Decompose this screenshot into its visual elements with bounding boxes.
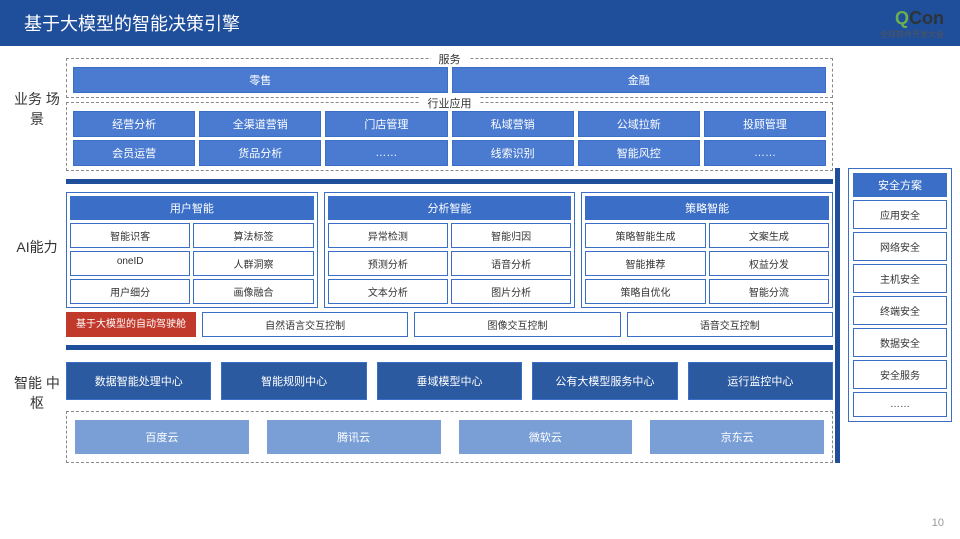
ai-item: 智能推荐 — [585, 251, 705, 276]
industry-item: 线索识别 — [452, 140, 574, 166]
ai-item: 预测分析 — [328, 251, 448, 276]
control-item: 自然语言交互控制 — [202, 312, 408, 337]
security-item: 终端安全 — [853, 296, 947, 325]
group-user-intel: 用户智能 智能识客 算法标签 oneID 人群洞察 用户细分 画像融合 — [66, 192, 318, 308]
group-strategy-intel: 策略智能 策略智能生成 文案生成 智能推荐 权益分发 策略自优化 智能分流 — [581, 192, 833, 308]
industry-section: 行业应用 经营分析 全渠道营销 门店管理 私域营销 公域拉新 投顾管理 会员运营… — [66, 102, 833, 171]
control-item: 图像交互控制 — [414, 312, 620, 337]
services-section: 服务 零售 金融 — [66, 58, 833, 98]
divider-vertical — [835, 168, 840, 463]
center-item: 智能规则中心 — [221, 362, 366, 400]
logo: QCon 全球软件开发大会 — [880, 8, 944, 40]
industry-item: 会员运营 — [73, 140, 195, 166]
cloud-item: 微软云 — [459, 420, 633, 454]
centers-row: 数据智能处理中心 智能规则中心 垂域模型中心 公有大模型服务中心 运行监控中心 — [66, 358, 833, 404]
ai-item: 画像融合 — [193, 279, 313, 304]
ai-item: 人群洞察 — [193, 251, 313, 276]
industry-item: 门店管理 — [325, 111, 447, 137]
industry-item: …… — [704, 140, 826, 166]
industry-item: 私域营销 — [452, 111, 574, 137]
ai-item: 权益分发 — [709, 251, 829, 276]
divider — [66, 345, 833, 350]
industry-item: 全渠道营销 — [199, 111, 321, 137]
control-item: 语音交互控制 — [627, 312, 833, 337]
cloud-item: 京东云 — [650, 420, 824, 454]
ai-item: 语音分析 — [451, 251, 571, 276]
security-item: …… — [853, 392, 947, 417]
ai-item: 算法标签 — [193, 223, 313, 248]
industry-item: …… — [325, 140, 447, 166]
page-title: 基于大模型的智能决策引擎 — [0, 0, 960, 46]
control-row: 基于大模型的自动驾驶舱 自然语言交互控制 图像交互控制 语音交互控制 — [66, 312, 833, 337]
ai-item: oneID — [70, 251, 190, 276]
security-item: 数据安全 — [853, 328, 947, 357]
ai-item: 文案生成 — [709, 223, 829, 248]
ai-item: 图片分析 — [451, 279, 571, 304]
group-analysis-intel: 分析智能 异常检测 智能归因 预测分析 语音分析 文本分析 图片分析 — [324, 192, 576, 308]
cloud-item: 腾讯云 — [267, 420, 441, 454]
ai-item: 智能分流 — [709, 279, 829, 304]
ai-item: 用户细分 — [70, 279, 190, 304]
cloud-item: 百度云 — [75, 420, 249, 454]
industry-item: 货品分析 — [199, 140, 321, 166]
ai-item: 智能识客 — [70, 223, 190, 248]
page-number: 10 — [932, 517, 944, 529]
security-item: 网络安全 — [853, 232, 947, 261]
industry-item: 投顾管理 — [704, 111, 826, 137]
clouds-section: 百度云 腾讯云 微软云 京东云 — [66, 411, 833, 463]
divider — [66, 179, 833, 184]
industry-item: 经营分析 — [73, 111, 195, 137]
service-finance: 金融 — [452, 67, 827, 93]
security-item: 应用安全 — [853, 200, 947, 229]
security-panel: 安全方案 应用安全 网络安全 主机安全 终端安全 数据安全 安全服务 …… — [848, 168, 952, 422]
center-item: 数据智能处理中心 — [66, 362, 211, 400]
industry-item: 公域拉新 — [578, 111, 700, 137]
center-item: 公有大模型服务中心 — [532, 362, 677, 400]
industry-item: 智能风控 — [578, 140, 700, 166]
service-retail: 零售 — [73, 67, 448, 93]
ai-groups: 用户智能 智能识客 算法标签 oneID 人群洞察 用户细分 画像融合 分析智能 — [66, 192, 833, 308]
security-item: 主机安全 — [853, 264, 947, 293]
ai-item: 文本分析 — [328, 279, 448, 304]
ai-item: 异常检测 — [328, 223, 448, 248]
ai-item: 策略智能生成 — [585, 223, 705, 248]
center-item: 垂域模型中心 — [377, 362, 522, 400]
ai-item: 策略自优化 — [585, 279, 705, 304]
row-labels: 业务 场景 AI能力 智能 中枢 — [8, 58, 66, 463]
ai-item: 智能归因 — [451, 223, 571, 248]
autopilot-box: 基于大模型的自动驾驶舱 — [66, 312, 196, 337]
security-item: 安全服务 — [853, 360, 947, 389]
center-item: 运行监控中心 — [688, 362, 833, 400]
